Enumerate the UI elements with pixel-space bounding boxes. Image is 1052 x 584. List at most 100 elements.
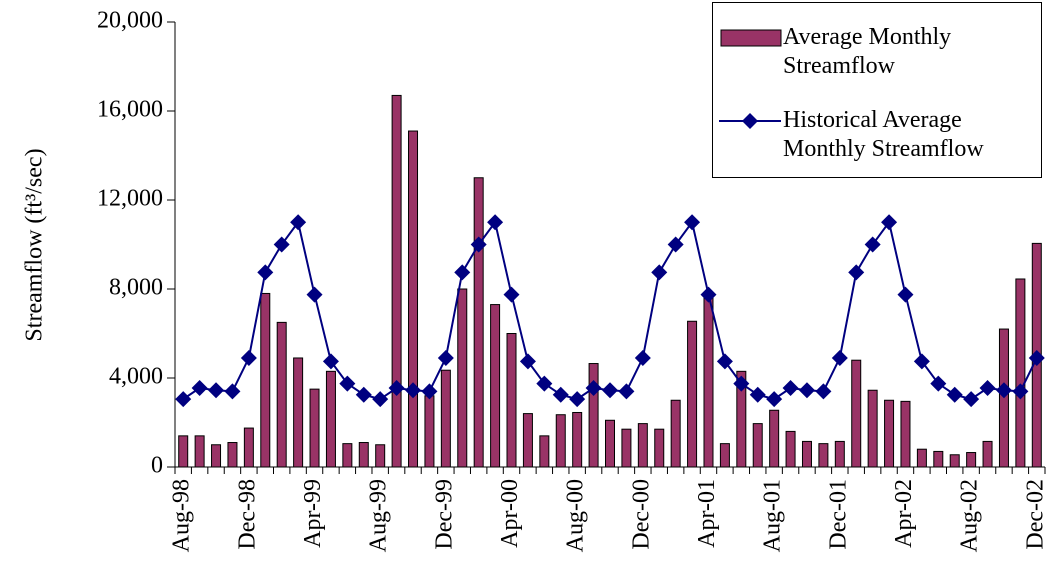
line bbox=[182, 219, 1038, 401]
bar bbox=[982, 440, 993, 468]
bar bbox=[260, 292, 271, 468]
bar bbox=[243, 427, 254, 468]
bar bbox=[555, 414, 566, 468]
y-axis-label: Streamflow (ft³/sec) bbox=[22, 148, 48, 341]
bar bbox=[670, 399, 681, 468]
bar bbox=[391, 94, 402, 468]
bar bbox=[342, 443, 353, 468]
y-tick-label: 16,000 bbox=[97, 97, 163, 123]
bar bbox=[440, 369, 451, 468]
line-marker bbox=[536, 375, 553, 392]
line-marker bbox=[175, 391, 192, 408]
bar bbox=[769, 409, 780, 468]
line-marker bbox=[339, 375, 356, 392]
bar bbox=[211, 444, 222, 468]
line-marker bbox=[437, 349, 454, 366]
line-marker bbox=[421, 383, 438, 400]
bar bbox=[375, 444, 386, 468]
bar bbox=[752, 423, 763, 468]
bar bbox=[719, 443, 730, 468]
legend-keys bbox=[719, 29, 782, 129]
bar bbox=[1015, 278, 1026, 468]
line-marker bbox=[487, 214, 504, 231]
legend: Average Monthly Streamflow Historical Av… bbox=[712, 2, 1042, 178]
bar bbox=[785, 430, 796, 468]
bar bbox=[916, 448, 927, 468]
legend-key-bar bbox=[720, 29, 782, 47]
line-marker bbox=[782, 380, 799, 397]
bar bbox=[588, 363, 599, 468]
x-tick-label: Apr-02 bbox=[891, 479, 917, 548]
line-marker bbox=[240, 349, 257, 366]
line-marker bbox=[667, 236, 684, 253]
line-marker bbox=[224, 383, 241, 400]
bar bbox=[506, 333, 517, 468]
line-marker bbox=[651, 264, 668, 281]
line-marker bbox=[831, 349, 848, 366]
line-marker bbox=[963, 391, 980, 408]
line-marker bbox=[716, 353, 733, 370]
bar bbox=[884, 399, 895, 468]
line-marker bbox=[290, 214, 307, 231]
line-marker bbox=[864, 236, 881, 253]
bar bbox=[424, 395, 435, 468]
x-tick-label: Dec-98 bbox=[234, 479, 260, 550]
legend-label: Historical Average Monthly Streamflow bbox=[783, 107, 984, 162]
line-marker bbox=[913, 353, 930, 370]
bar bbox=[687, 320, 698, 468]
x-tick-label: Aug-99 bbox=[366, 479, 392, 552]
line-marker bbox=[930, 375, 947, 392]
bar bbox=[309, 388, 320, 468]
bar bbox=[605, 419, 615, 468]
x-tick-label: Aug-01 bbox=[760, 479, 786, 552]
line-marker bbox=[273, 236, 290, 253]
line-marker bbox=[454, 264, 471, 281]
line-marker bbox=[700, 286, 717, 303]
line-marker bbox=[897, 286, 914, 303]
x-tick-label: Aug-00 bbox=[563, 479, 589, 552]
line-marker bbox=[618, 383, 635, 400]
line-marker bbox=[995, 382, 1012, 399]
bar bbox=[654, 428, 665, 468]
line-marker bbox=[634, 349, 651, 366]
bar bbox=[408, 130, 419, 468]
bar bbox=[539, 435, 550, 468]
line-marker bbox=[208, 382, 225, 399]
line-marker bbox=[1012, 383, 1029, 400]
x-tick-label: Dec-01 bbox=[825, 479, 851, 550]
y-tick-label: 8,000 bbox=[109, 275, 163, 301]
bar bbox=[834, 440, 845, 468]
x-tick-label: Apr-00 bbox=[497, 479, 523, 548]
legend-label: Average Monthly Streamflow bbox=[783, 24, 952, 79]
y-tick-label: 4,000 bbox=[109, 364, 163, 390]
bar bbox=[457, 288, 468, 468]
line-marker bbox=[405, 382, 422, 399]
bar bbox=[325, 370, 336, 468]
x-tick-label: Aug-02 bbox=[957, 479, 983, 552]
line-marker bbox=[684, 214, 701, 231]
y-tick-label: 12,000 bbox=[97, 186, 163, 212]
bar bbox=[851, 359, 862, 468]
x-tick-label: Apr-99 bbox=[300, 479, 326, 548]
line-marker bbox=[946, 386, 963, 403]
line-marker bbox=[585, 380, 602, 397]
bar bbox=[293, 357, 304, 468]
bar bbox=[621, 428, 632, 468]
line-marker bbox=[798, 382, 815, 399]
x-tick-label: Dec-99 bbox=[431, 479, 457, 550]
bar bbox=[637, 423, 648, 468]
line-marker bbox=[388, 380, 405, 397]
line-marker bbox=[749, 386, 766, 403]
line-marker bbox=[766, 391, 783, 408]
bar bbox=[473, 177, 484, 468]
x-tick-label: Dec-02 bbox=[1022, 479, 1048, 550]
line-marker bbox=[848, 264, 865, 281]
x-tick-label: Apr-01 bbox=[694, 479, 720, 548]
y-tick-label: 0 bbox=[151, 453, 163, 479]
line-marker bbox=[602, 382, 618, 399]
bar bbox=[933, 450, 944, 468]
bar bbox=[703, 292, 714, 468]
line-marker bbox=[569, 391, 586, 408]
